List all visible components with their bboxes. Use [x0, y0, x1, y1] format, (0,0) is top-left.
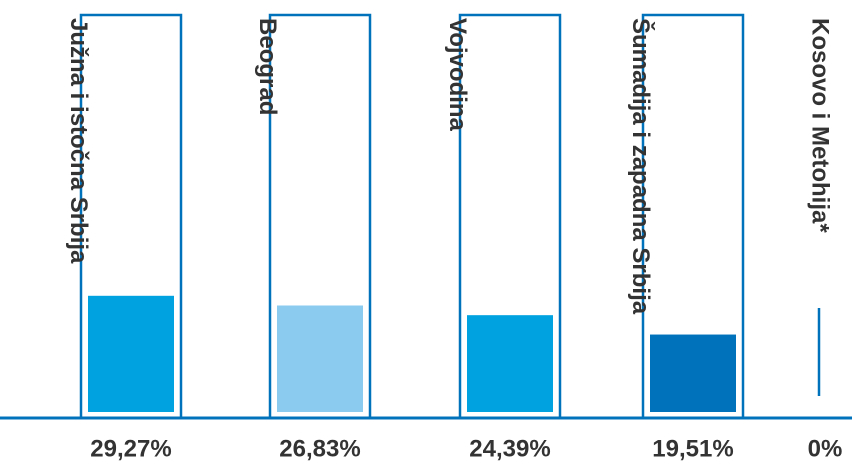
category-label: Južna i istočna Srbija [65, 18, 92, 264]
category-label: Šumadija i zapadna Srbija [627, 18, 655, 315]
value-label: 19,51% [652, 435, 733, 462]
value-label: 29,27% [90, 435, 171, 462]
category-label: Vojvodina [444, 18, 471, 132]
value-label: 26,83% [279, 435, 360, 462]
bar [277, 305, 363, 412]
category-label: Kosovo i Metohija* [807, 18, 834, 233]
bar [88, 295, 174, 412]
bar [467, 315, 553, 412]
category-label: Beograd [254, 18, 281, 115]
value-label: 24,39% [469, 435, 550, 462]
bar [650, 334, 736, 412]
value-label: 0% [808, 435, 843, 462]
